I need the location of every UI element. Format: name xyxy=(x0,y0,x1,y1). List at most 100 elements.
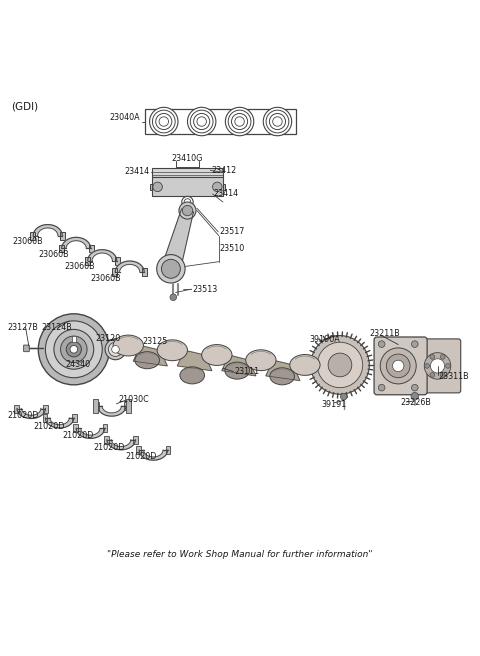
Bar xyxy=(73,424,78,432)
Circle shape xyxy=(411,384,418,391)
Bar xyxy=(72,336,76,342)
Circle shape xyxy=(38,314,109,385)
Polygon shape xyxy=(139,450,168,460)
Text: 23040A: 23040A xyxy=(109,113,140,122)
Bar xyxy=(103,424,108,432)
Bar xyxy=(142,268,147,276)
Text: 21020D: 21020D xyxy=(34,422,65,430)
Ellipse shape xyxy=(270,368,295,385)
Bar xyxy=(112,268,117,276)
Bar xyxy=(152,168,223,177)
Circle shape xyxy=(156,255,185,283)
Text: 21020D: 21020D xyxy=(8,411,39,420)
Bar xyxy=(152,177,223,196)
Bar xyxy=(150,184,226,190)
Circle shape xyxy=(445,363,450,368)
Text: 23124B: 23124B xyxy=(42,323,72,331)
Circle shape xyxy=(70,346,78,353)
Polygon shape xyxy=(88,250,117,260)
Bar xyxy=(59,245,63,253)
Polygon shape xyxy=(46,418,74,428)
Bar xyxy=(30,232,35,239)
Text: 23060B: 23060B xyxy=(90,274,121,283)
Circle shape xyxy=(228,110,251,133)
Text: 23125: 23125 xyxy=(143,337,168,346)
Circle shape xyxy=(440,373,445,377)
Bar xyxy=(95,402,99,410)
Bar xyxy=(115,257,120,264)
Text: 23311B: 23311B xyxy=(438,372,469,380)
Text: 23510: 23510 xyxy=(220,244,245,253)
Circle shape xyxy=(424,353,451,379)
Bar xyxy=(44,405,48,413)
Text: 23120: 23120 xyxy=(96,334,120,343)
Circle shape xyxy=(161,259,180,278)
Bar xyxy=(89,245,94,253)
Bar xyxy=(14,405,19,413)
Polygon shape xyxy=(133,346,168,366)
FancyBboxPatch shape xyxy=(374,337,427,395)
Circle shape xyxy=(197,117,206,126)
Polygon shape xyxy=(266,360,300,380)
Circle shape xyxy=(317,342,363,388)
FancyBboxPatch shape xyxy=(24,345,29,352)
Circle shape xyxy=(182,205,192,216)
Polygon shape xyxy=(107,440,135,450)
Text: 39191: 39191 xyxy=(322,400,347,409)
Circle shape xyxy=(54,329,94,369)
Text: 21020D: 21020D xyxy=(125,453,156,461)
Circle shape xyxy=(156,113,172,130)
Text: "Please refer to Work Shop Manual for further information": "Please refer to Work Shop Manual for fu… xyxy=(107,550,372,559)
Text: 23060B: 23060B xyxy=(64,262,95,271)
Circle shape xyxy=(193,113,210,130)
Text: 23211B: 23211B xyxy=(370,329,400,338)
Ellipse shape xyxy=(135,352,159,369)
Circle shape xyxy=(235,117,244,126)
Bar xyxy=(126,399,131,413)
Ellipse shape xyxy=(180,367,204,384)
Text: 23513: 23513 xyxy=(192,285,217,294)
Polygon shape xyxy=(177,350,212,371)
Ellipse shape xyxy=(246,350,276,371)
Ellipse shape xyxy=(290,354,320,375)
Circle shape xyxy=(182,196,193,208)
Bar xyxy=(72,414,77,422)
Circle shape xyxy=(150,108,178,136)
Circle shape xyxy=(184,199,191,205)
Circle shape xyxy=(60,336,87,363)
Text: 24340: 24340 xyxy=(65,360,90,369)
Text: 23410G: 23410G xyxy=(172,154,203,163)
Circle shape xyxy=(393,360,404,371)
Text: 23414: 23414 xyxy=(124,167,150,176)
Circle shape xyxy=(340,394,347,400)
Polygon shape xyxy=(76,428,105,438)
Polygon shape xyxy=(33,224,62,236)
Text: 21030C: 21030C xyxy=(119,394,149,403)
Circle shape xyxy=(430,354,435,359)
Circle shape xyxy=(378,340,385,348)
Polygon shape xyxy=(62,237,91,249)
Text: 23414: 23414 xyxy=(214,190,239,199)
Circle shape xyxy=(231,113,248,130)
Circle shape xyxy=(226,108,254,136)
Polygon shape xyxy=(17,409,46,419)
Bar xyxy=(136,446,141,454)
Text: 23060B: 23060B xyxy=(12,237,43,246)
Circle shape xyxy=(425,363,430,368)
Text: 23060B: 23060B xyxy=(38,250,69,258)
Circle shape xyxy=(440,354,445,359)
Text: 23226B: 23226B xyxy=(401,398,432,407)
Text: 23412: 23412 xyxy=(211,166,237,174)
Circle shape xyxy=(431,359,444,373)
Circle shape xyxy=(378,384,385,391)
Circle shape xyxy=(380,348,416,384)
Text: 23517: 23517 xyxy=(220,228,245,236)
Bar xyxy=(85,257,90,264)
Polygon shape xyxy=(115,261,144,272)
Circle shape xyxy=(273,117,282,126)
Bar xyxy=(166,446,170,454)
Circle shape xyxy=(153,182,162,192)
Circle shape xyxy=(66,342,82,357)
Circle shape xyxy=(311,336,369,394)
Polygon shape xyxy=(222,355,256,376)
